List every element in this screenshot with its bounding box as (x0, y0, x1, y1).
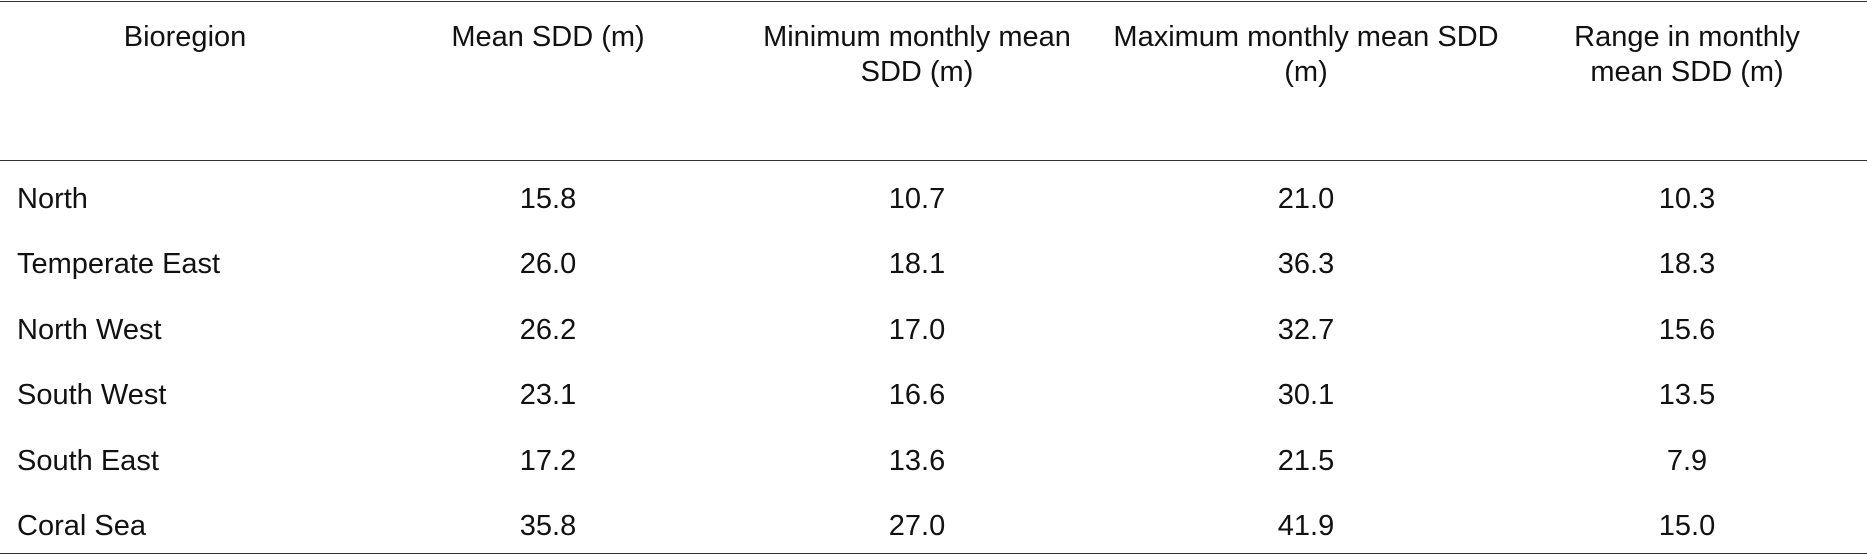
row-label: North West (17, 314, 162, 346)
top-rule (0, 1, 1867, 2)
row-label: North (17, 183, 88, 215)
data-cell: 13.6 (888, 445, 946, 477)
data-cell: 26.0 (519, 248, 577, 280)
data-cell: 35.8 (519, 510, 577, 542)
header-rule (0, 160, 1867, 161)
data-cell: 17.2 (519, 445, 577, 477)
row-label: South West (17, 379, 167, 411)
header-cell: Range in monthly mean SDD (m) (1574, 21, 1800, 88)
header-cell: Maximum monthly mean SDD (m) (1113, 21, 1499, 88)
data-cell: 16.6 (888, 379, 946, 411)
data-cell: 30.1 (1277, 379, 1335, 411)
data-cell: 21.5 (1277, 445, 1335, 477)
data-cell: 32.7 (1277, 314, 1335, 346)
data-cell: 10.3 (1658, 183, 1716, 215)
data-cell: 17.0 (888, 314, 946, 346)
header-cell: Minimum monthly mean SDD (m) (763, 21, 1071, 88)
data-cell: 7.9 (1666, 445, 1708, 477)
data-cell: 15.6 (1658, 314, 1716, 346)
data-cell: 18.1 (888, 248, 946, 280)
data-cell: 27.0 (888, 510, 946, 542)
header-cell: Bioregion (123, 21, 247, 53)
data-cell: 15.0 (1658, 510, 1716, 542)
row-label: South East (17, 445, 159, 477)
data-cell: 23.1 (519, 379, 577, 411)
row-label: Temperate East (17, 248, 221, 280)
data-cell: 10.7 (888, 183, 946, 215)
data-cell: 21.0 (1277, 183, 1335, 215)
row-label: Coral Sea (17, 510, 146, 542)
data-cell: 15.8 (519, 183, 577, 215)
data-cell: 41.9 (1277, 510, 1335, 542)
bottom-rule (0, 553, 1867, 554)
data-cell: 18.3 (1658, 248, 1716, 280)
data-cell: 36.3 (1277, 248, 1335, 280)
data-cell: 26.2 (519, 314, 577, 346)
header-cell: Mean SDD (m) (451, 21, 645, 53)
data-cell: 13.5 (1658, 379, 1716, 411)
